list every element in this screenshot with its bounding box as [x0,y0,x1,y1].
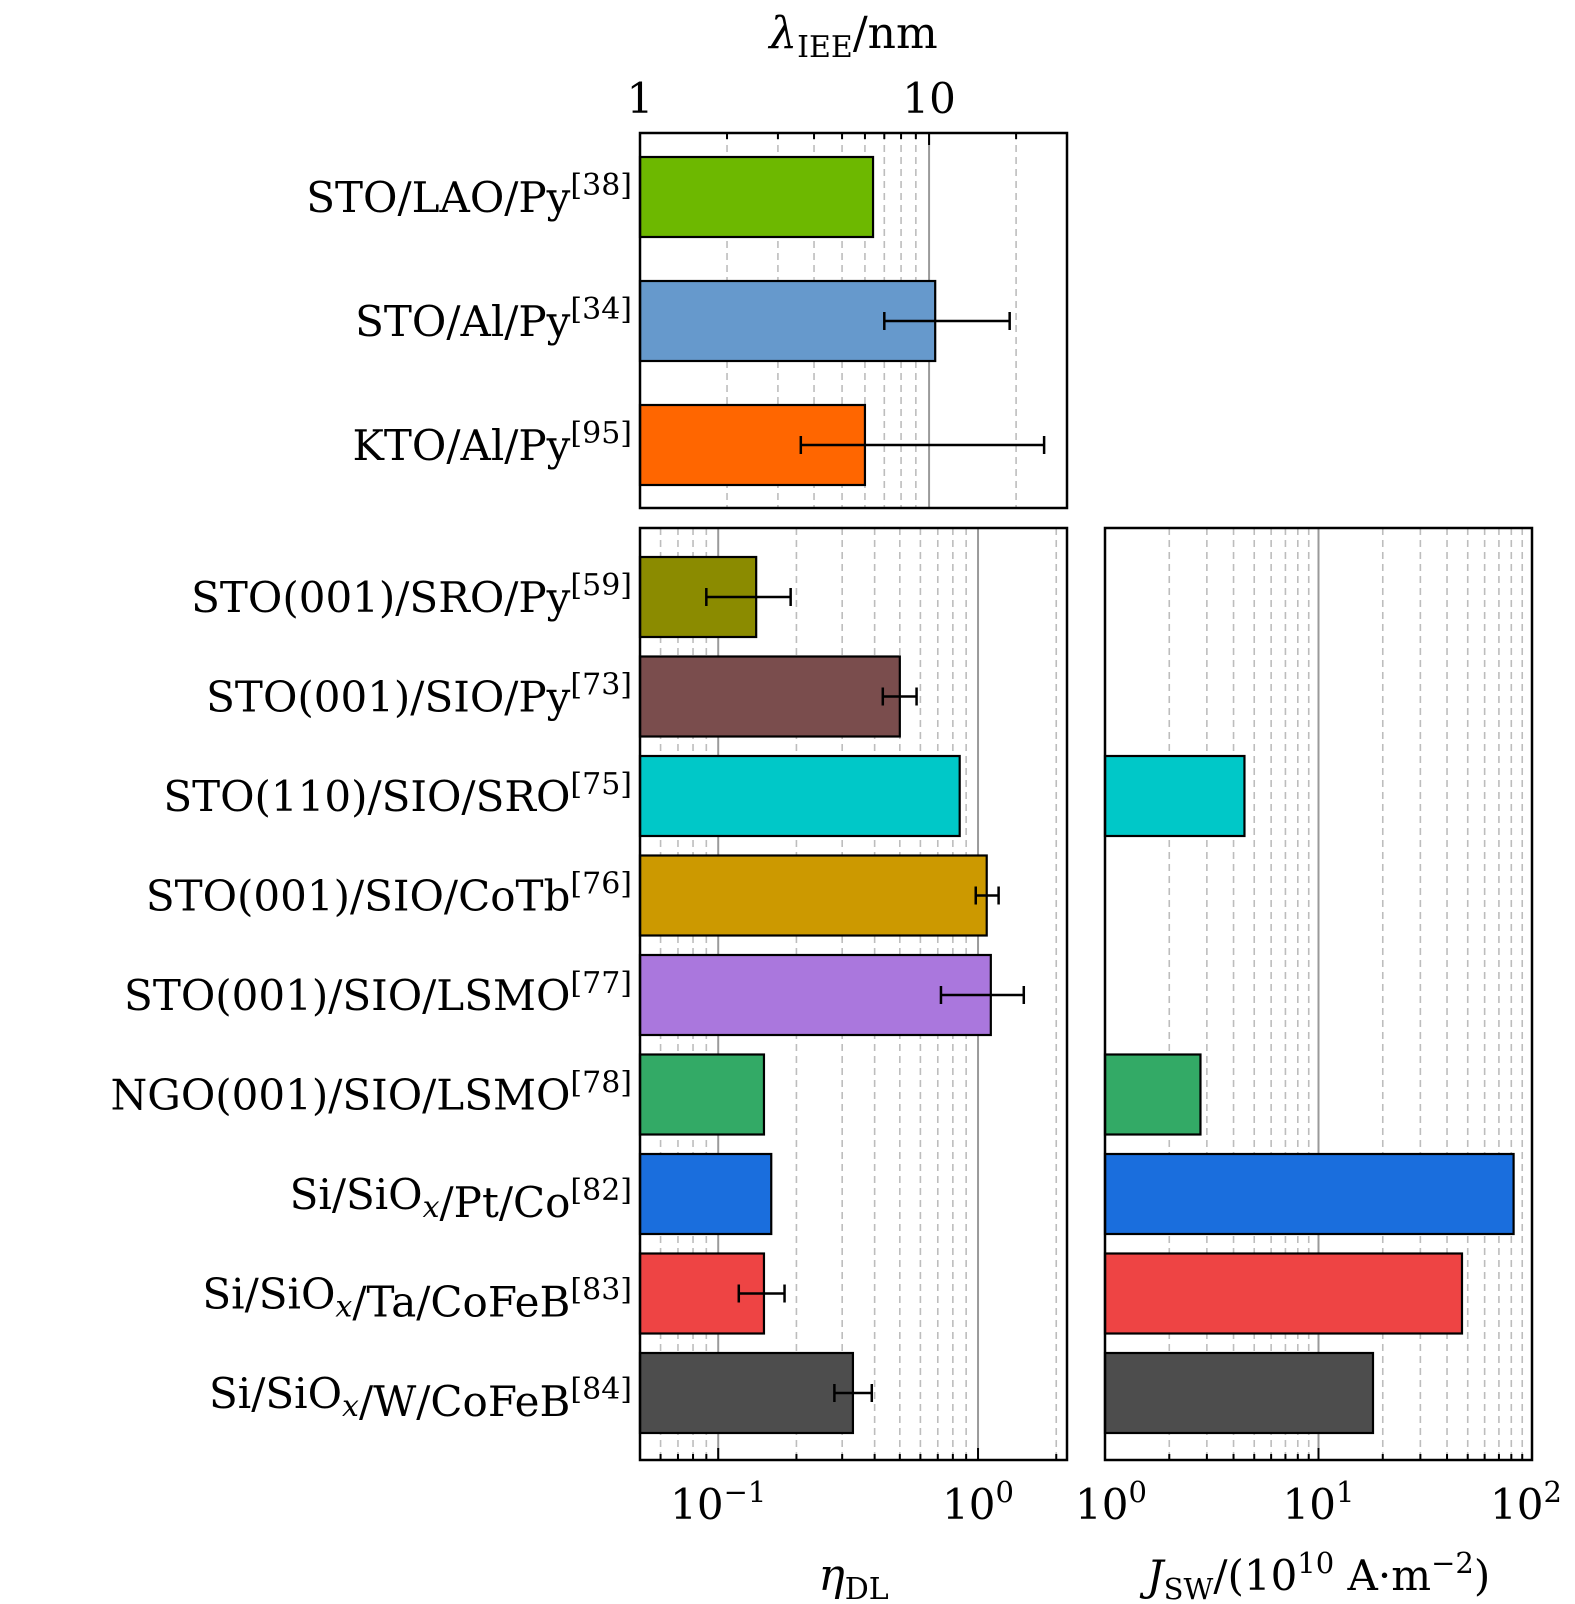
bar-ngo-001-sio-lsmo [638,1053,766,1136]
tick-label: 100 [942,1475,1014,1529]
category-label: STO(001)/SRO/Py[59] [191,568,632,622]
category-label: Si/SiOx/Pt/Co[82] [290,1170,632,1227]
bar-row-6 [1103,1152,1515,1236]
category-label: STO(001)/SIO/CoTb[76] [146,867,632,921]
category-label: STO/LAO/Py[38] [306,168,632,222]
bar-si-siox-w-cofeb [638,1351,855,1435]
category-label: STO(001)/SIO/Py[73] [206,668,632,722]
bar-sto-001-sio-lsmo [638,953,992,1037]
lambda-panel-frame [638,131,1069,510]
category-label: Si/SiOx/Ta/CoFeB[83] [202,1270,632,1327]
bar-sto-110-sio-sro [638,754,961,838]
tick-label: 10−1 [670,1475,766,1529]
tick-label: 102 [1490,1475,1562,1529]
category-label: STO/Al/Py[34] [355,292,632,346]
bar-sto-001-sio-cotb [638,854,988,937]
category-label: KTO/Al/Py[95] [353,416,632,470]
eta-panel-frame [638,526,1069,1462]
x-axis-title: λIEE/nm [767,8,937,65]
category-label: NGO(001)/SIO/LSMO[78] [111,1066,632,1120]
bar-row-2 [1103,754,1246,838]
tick-label: 101 [1283,1475,1355,1529]
x-axis-title: ηDL [818,1550,888,1604]
bar-row-5 [1103,1053,1202,1136]
category-label: Si/SiOx/W/CoFeB[84] [209,1369,632,1426]
category-label: STO(110)/SIO/SRO[75] [163,767,632,821]
category-label: STO(001)/SIO/LSMO[77] [124,966,632,1020]
bar-row-7 [1103,1252,1464,1335]
bar-si-siox-pt-co [638,1152,773,1236]
bar-sto-001-sio-py [638,655,901,738]
x-axis-title: JSW/(1010 A·m−2) [1139,1546,1490,1604]
bar-row-8 [1103,1351,1375,1435]
tick-label: 100 [1075,1475,1147,1529]
tick-label: 10 [902,74,955,123]
tick-label: 1 [627,74,654,123]
bar-sto-lao-py [638,155,875,239]
